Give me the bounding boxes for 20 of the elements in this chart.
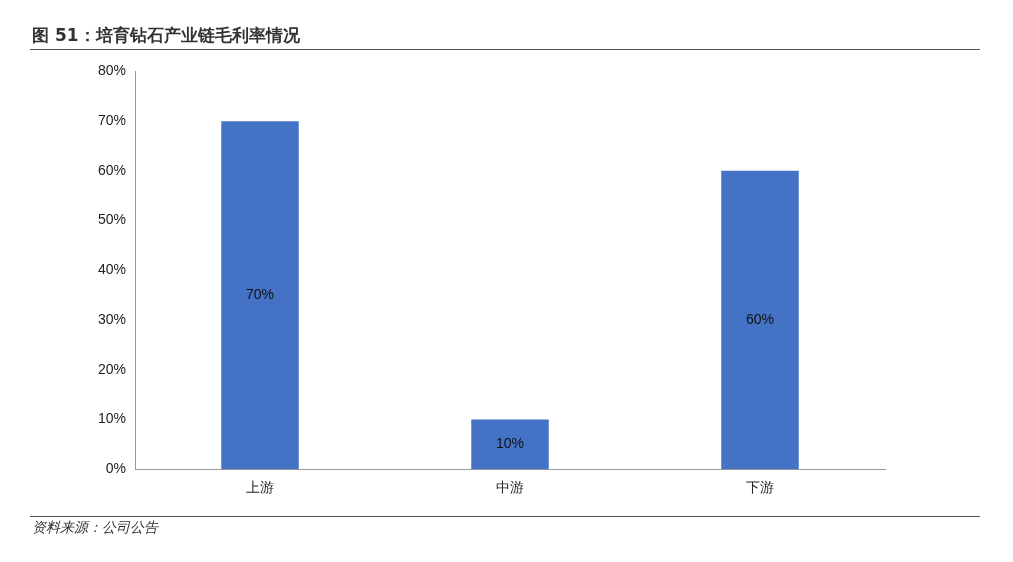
text: 资料来源：公司公告 xyxy=(32,519,158,537)
x-tick-label: 中游 xyxy=(496,479,525,496)
chart-title: 图 51：培育钻石产业链毛利率情况 xyxy=(32,24,300,47)
x-tick-label: 下游 xyxy=(746,479,774,496)
bar xyxy=(221,121,299,470)
y-tick-label: 0% xyxy=(105,460,127,477)
y-tick-label: 60% xyxy=(97,161,127,178)
data-label: 10% xyxy=(495,435,525,452)
data-label: 60% xyxy=(745,310,775,327)
y-tick-label: 50% xyxy=(97,211,127,228)
data-label: 70% xyxy=(246,286,275,303)
x-tick-label: 上游 xyxy=(246,479,275,496)
y-tick-label: 40% xyxy=(97,261,127,278)
bar xyxy=(471,419,549,470)
y-tick-label: 80% xyxy=(97,62,127,79)
bar xyxy=(721,170,799,470)
y-tick-label: 70% xyxy=(97,111,127,128)
y-tick-label: 30% xyxy=(97,310,127,327)
y-tick-label: 20% xyxy=(97,360,127,377)
y-tick-label: 10% xyxy=(97,410,127,427)
